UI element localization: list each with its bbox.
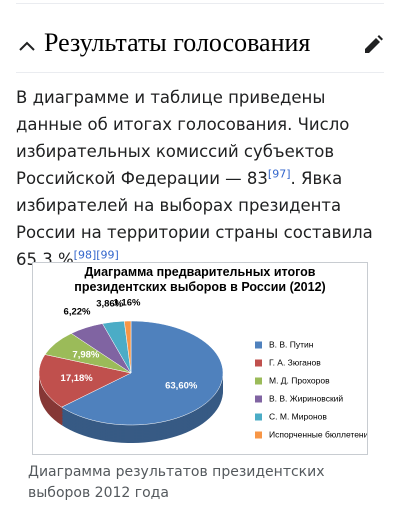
legend-label: В. В. Жириновский (269, 393, 343, 403)
reference[interactable]: [98] (73, 248, 97, 262)
legend-swatch (255, 341, 262, 349)
legend-swatch (255, 413, 262, 421)
data-label: 7,98% (72, 350, 99, 361)
legend-swatch (255, 395, 262, 403)
text: В диаграмме и таблице приведены данные о… (16, 88, 350, 188)
reference[interactable]: [97] (267, 167, 291, 181)
reference[interactable]: [99] (96, 248, 119, 262)
legend-label: М. Д. Прохоров (269, 375, 330, 385)
data-label: 6,22% (64, 306, 91, 317)
legend-label: С. М. Миронов (269, 411, 327, 421)
data-label: 63,60% (165, 380, 198, 391)
legend-swatch (255, 377, 262, 385)
divider (16, 3, 384, 4)
data-label: 17,18% (61, 373, 94, 384)
section-header[interactable]: Результаты голосования (16, 22, 384, 73)
legend-swatch (255, 359, 262, 367)
legend-swatch (255, 431, 262, 439)
chart-title: Диаграмма предварительных итогов президе… (74, 265, 326, 294)
edit-icon[interactable] (362, 34, 384, 56)
figure-image[interactable]: 63,60% 17,18% 7,98% 6,22% 3,86% 1,16% В. В. Пу… (32, 262, 368, 455)
pie-slice (38, 354, 132, 408)
legend-label: В. В. Путин (269, 339, 314, 349)
collapse-icon[interactable] (16, 35, 38, 57)
data-label: 3,86% (96, 299, 123, 310)
text: . Явка избирателей на выборах президента… (16, 169, 373, 269)
legend-label: Испорченные бюллетени (269, 429, 367, 439)
section-title: Результаты голосования (44, 28, 311, 57)
paragraph: В диаграмме и таблице приведены данные о… (16, 84, 376, 273)
chart: 63,60% 17,18% 7,98% 6,22% 3,86%1,16% В. В. Пу… (38, 297, 367, 443)
figure-caption: Диаграмма результатов президентских выбо… (28, 464, 325, 501)
pie-slice (61, 320, 224, 426)
legend-label: Г. А. Зюганов (269, 357, 321, 367)
data-label: 1,16% (114, 297, 141, 308)
text: . (118, 250, 125, 269)
pie-slice (124, 320, 132, 374)
